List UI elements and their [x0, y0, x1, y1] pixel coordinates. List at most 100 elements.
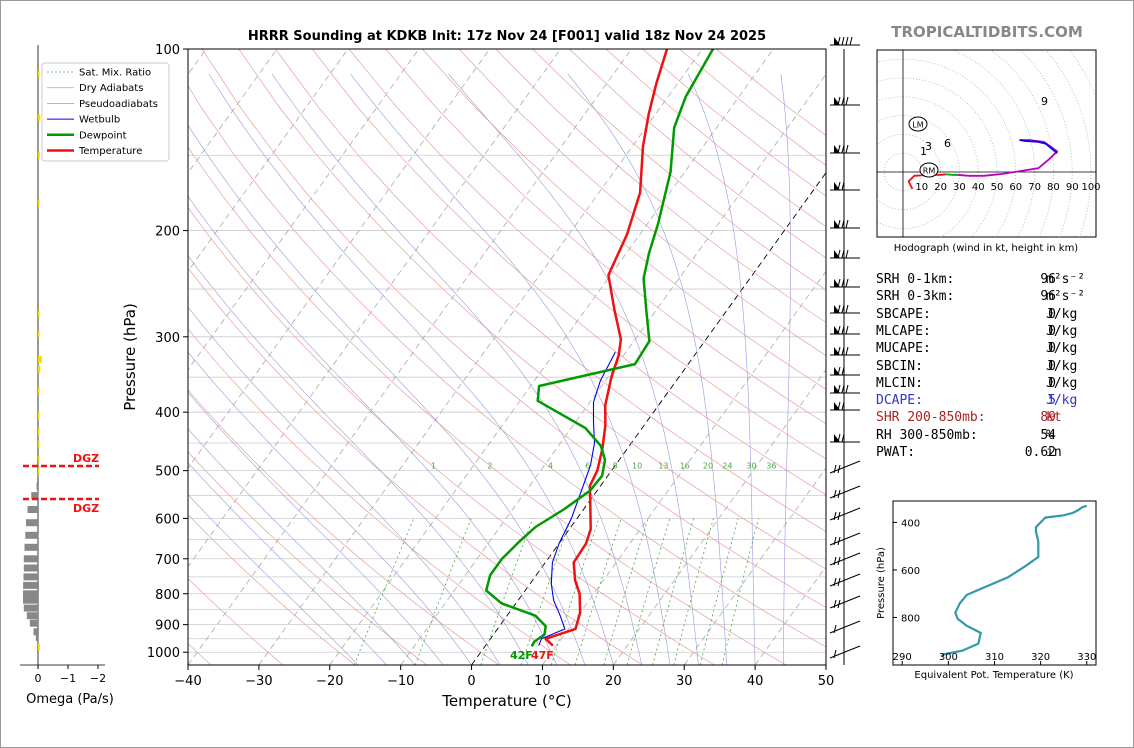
wind-barb	[830, 433, 860, 443]
mixing-ratio-line	[521, 518, 572, 665]
x-tick-label: 30	[676, 674, 693, 689]
pseudoadiabat	[208, 73, 614, 665]
skewt-profiles	[484, 49, 715, 648]
pseudoadiabat	[188, 195, 557, 665]
x-tick-label: 10	[534, 674, 551, 689]
pseudoadiabat	[188, 428, 416, 665]
index-unit: m²s⁻²	[1046, 272, 1086, 287]
wind-barb	[830, 96, 860, 106]
hodo-segment	[946, 173, 958, 176]
mixing-ratio-label: 6	[585, 462, 590, 471]
index-unit: J/kg	[1046, 393, 1078, 409]
pseudoadiabat	[567, 73, 728, 665]
mixing-ratio-label: 1	[431, 462, 436, 471]
index-value: 96	[1040, 272, 1056, 287]
omega-bar	[38, 199, 40, 207]
hodo-ring-label: 50	[991, 182, 1004, 193]
omega-bar	[26, 519, 38, 527]
hodo-ring-label: 10	[915, 182, 928, 193]
omega-bar	[31, 492, 39, 500]
dry-adiabat	[188, 577, 284, 665]
wind-barb	[829, 573, 861, 587]
y-tick-label: 600	[155, 512, 180, 527]
y-tick-label: 400	[155, 406, 180, 421]
profile-dewpoint	[484, 49, 715, 648]
x-tick-label: 20	[605, 674, 622, 689]
isotherm-line	[400, 73, 826, 665]
pseudoadiabat	[448, 73, 699, 665]
omega-bar	[38, 427, 40, 435]
theta-x-label: Equivalent Pot. Temperature (K)	[914, 670, 1073, 681]
hodo-ring-label: 70	[1028, 182, 1041, 193]
legend-label: Wetbulb	[79, 115, 120, 126]
hodo-segment	[1019, 139, 1058, 154]
x-tick-label: −30	[245, 674, 272, 689]
index-unit: kt	[1046, 410, 1062, 426]
mixing-ratio-label: 10	[632, 462, 642, 471]
omega-bar	[38, 114, 41, 122]
dry-adiabat	[495, 49, 826, 323]
index-value: 54	[1040, 427, 1056, 443]
index-unit: J/kg	[1046, 358, 1078, 374]
legend-label: Temperature	[78, 146, 142, 157]
y-tick-label: 500	[155, 465, 180, 480]
x-tick-label: −10	[387, 674, 414, 689]
hodograph: 10 20 30 40 50 60 70 80 90 100 LM RM 1 3 6 9 Hodo…	[876, 49, 1101, 254]
y-tick-label: 800	[155, 588, 180, 603]
legend-label: Sat. Mix. Ratio	[79, 68, 151, 79]
y-tick-label: 300	[155, 331, 180, 346]
y-tick-label: 100	[155, 43, 180, 58]
dry-adiabat	[188, 514, 356, 665]
dry-adiabat	[275, 49, 826, 532]
wind-barb	[830, 346, 860, 356]
hodo-height-3: 3	[925, 140, 932, 153]
omega-bar	[38, 455, 40, 463]
omega-bar	[38, 310, 40, 318]
dry-adiabat	[238, 49, 826, 570]
mixing-ratio-label: 30	[746, 462, 756, 471]
omega-axis-label: Omega (Pa/s)	[26, 692, 114, 707]
omega-bar	[23, 555, 39, 563]
isotherm-line	[188, 49, 491, 469]
wind-barb	[830, 366, 860, 376]
mixing-ratio-label: 13	[658, 462, 668, 471]
wind-barb	[829, 507, 861, 521]
omega-bar	[38, 386, 40, 394]
mixing-ratio-line	[626, 518, 671, 665]
y-tick-label: 700	[155, 553, 180, 568]
pseudoadiabat	[188, 351, 472, 665]
omega-bar	[26, 612, 39, 620]
y-axis-label: Pressure (hPa)	[121, 303, 139, 411]
right-mover-marker: RM	[919, 162, 939, 178]
wind-barb	[830, 304, 860, 314]
pseudoadiabat	[188, 255, 529, 665]
legend: Sat. Mix. Ratio Dry Adiabats Pseudoadiabat…	[41, 62, 170, 162]
theta-e-panel: 290 300 310 320 330 400 600 800 Equivalent Pot.…	[876, 500, 1097, 681]
mixing-ratio-line	[652, 518, 695, 665]
legend-label: Dry Adiabats	[79, 83, 143, 94]
index-unit: in	[1046, 445, 1062, 460]
mixing-ratio-line	[699, 518, 739, 665]
index-label: MLCAPE:	[876, 323, 931, 339]
theta-x-tick-label: 310	[985, 652, 1004, 663]
chart-title: HRRR Sounding at KDKB Init: 17z Nov 24 […	[248, 29, 766, 44]
wind-barb	[830, 325, 860, 335]
wind-barb	[830, 181, 860, 191]
wind-barb	[830, 144, 860, 154]
mixing-ratio-line	[480, 518, 534, 665]
wind-barb	[829, 595, 861, 609]
index-label: SHR 200-850mb:	[876, 410, 986, 426]
hodo-ring-label: 90	[1066, 182, 1079, 193]
theta-x-tick-label: 290	[893, 652, 912, 663]
omega-bar	[38, 643, 40, 651]
dry-adiabat	[311, 49, 826, 496]
mixing-ratio-line	[353, 518, 415, 665]
omega-bar	[38, 467, 40, 475]
omega-tick-label: 0	[35, 672, 42, 685]
theta-y-tick-label: 600	[901, 566, 920, 577]
svg-text:RM: RM	[923, 167, 936, 176]
dry-adiabat	[188, 146, 787, 665]
index-unit: m²s⁻²	[1046, 289, 1086, 305]
dry-adiabat	[201, 49, 826, 608]
dry-adiabat	[458, 49, 826, 356]
